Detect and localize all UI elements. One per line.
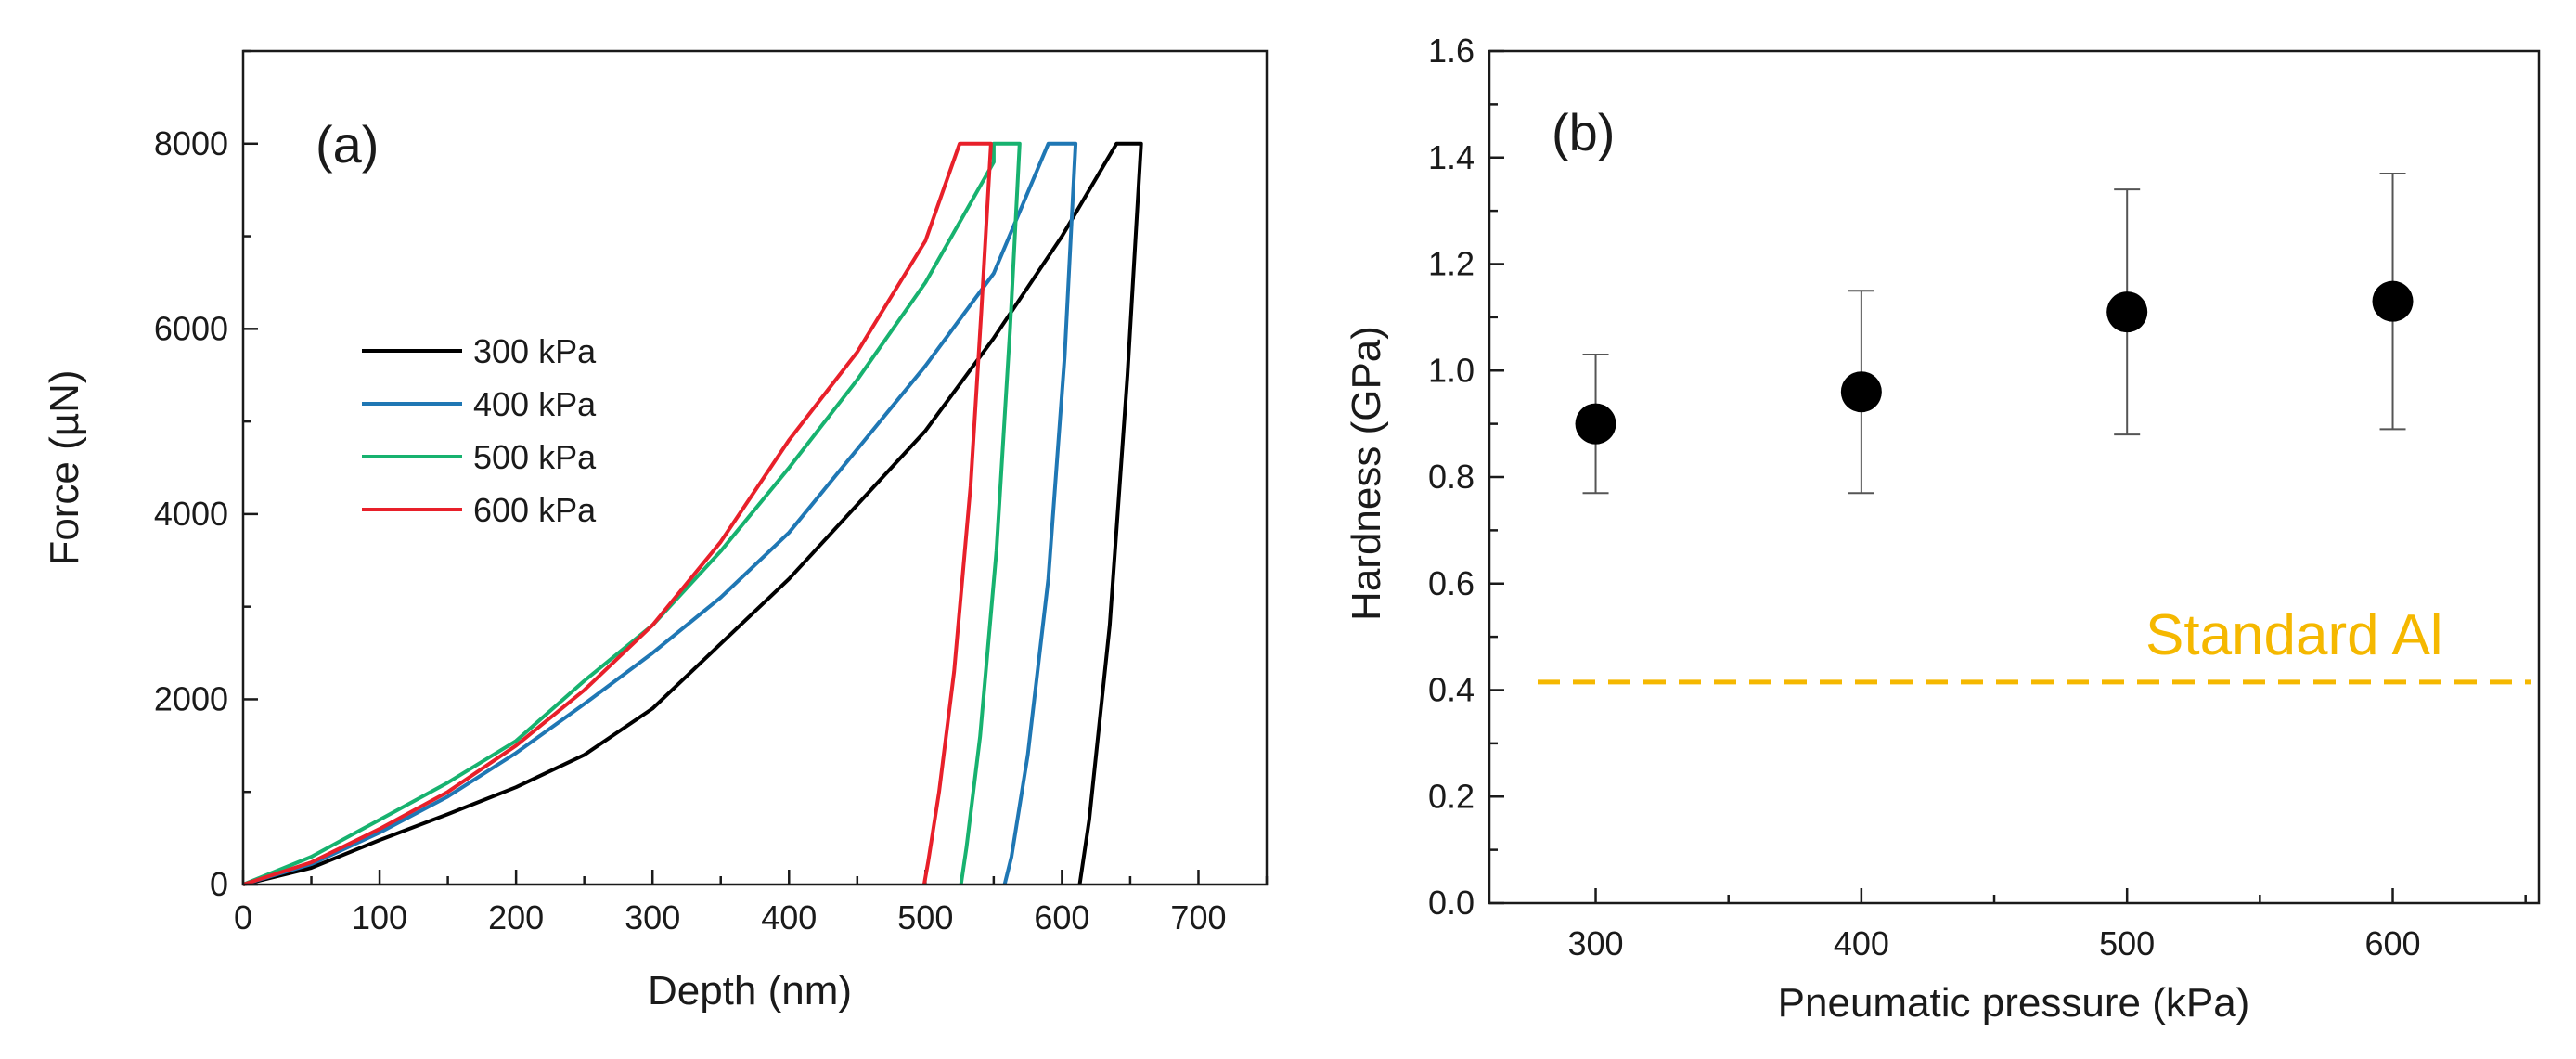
- x-tick-label: 300: [1567, 924, 1623, 962]
- legend-item-300: 300 kPa: [362, 332, 597, 370]
- y-tick-label: 0.4: [1428, 671, 1475, 709]
- panel-b-y-tick-labels: 0.0 0.2 0.4 0.6 0.8 1.0 1.2 1.4 1.6: [1428, 32, 1475, 922]
- y-tick-label: 0: [210, 865, 228, 903]
- x-tick-label: 300: [625, 898, 680, 936]
- x-tick-label: 600: [2364, 924, 2420, 962]
- y-tick-label: 2000: [154, 679, 228, 717]
- panel-b-x-axis-title: Pneumatic pressure (kPa): [1778, 980, 2250, 1026]
- y-tick-label: 4000: [154, 495, 228, 533]
- y-tick-label: 1.4: [1428, 138, 1475, 176]
- legend-item-500: 500 kPa: [362, 438, 597, 476]
- panel-a-ticks: [241, 49, 1269, 886]
- data-point-group: [2106, 188, 2148, 436]
- y-tick-label: 0.6: [1428, 564, 1475, 602]
- panel-a: (a) 0 100 200 300 400 500 600 700 0 2000 4000 6000…: [42, 49, 1269, 1014]
- y-tick-label: 0.8: [1428, 458, 1475, 496]
- x-tick-label: 0: [234, 898, 252, 936]
- series-line-400: [242, 141, 1078, 886]
- legend-label-300: 300 kPa: [473, 332, 597, 370]
- x-tick-label: 600: [1034, 898, 1089, 936]
- panel-a-y-axis-title: Force (µN): [42, 369, 87, 565]
- data-point-group: [2372, 172, 2414, 431]
- legend-item-600: 600 kPa: [362, 491, 597, 529]
- data-point: [1575, 403, 1616, 445]
- x-tick-label: 500: [2099, 924, 2155, 962]
- x-tick-label: 100: [352, 898, 407, 936]
- panel-a-series: [242, 141, 1143, 886]
- series-line-500: [242, 141, 1022, 886]
- panel-a-y-tick-labels: 0 2000 4000 6000 8000: [154, 124, 228, 903]
- panel-b-ticks: [1489, 49, 2527, 905]
- y-tick-label: 6000: [154, 309, 228, 347]
- legend-label-600: 600 kPa: [473, 491, 597, 529]
- x-tick-label: 700: [1170, 898, 1226, 936]
- data-point-group: [1840, 290, 1882, 495]
- y-tick-label: 0.0: [1428, 884, 1475, 922]
- x-tick-label: 400: [761, 898, 817, 936]
- y-tick-label: 0.2: [1428, 777, 1475, 815]
- x-tick-label: 500: [897, 898, 953, 936]
- y-tick-label: 8000: [154, 124, 228, 162]
- legend-label-400: 400 kPa: [473, 385, 597, 423]
- data-point: [2372, 280, 2414, 322]
- y-tick-label: 1.6: [1428, 32, 1475, 70]
- data-point: [1840, 371, 1882, 413]
- panel-b-label: (b): [1552, 103, 1615, 161]
- legend-item-400: 400 kPa: [362, 385, 597, 423]
- panel-a-plot-frame: [241, 49, 1269, 886]
- x-tick-label: 200: [488, 898, 544, 936]
- panel-b-y-axis-title: Hardness (GPa): [1344, 326, 1389, 621]
- panel-a-x-axis-title: Depth (nm): [648, 968, 852, 1014]
- panel-b-points: [1575, 172, 2414, 495]
- data-point-group: [1575, 354, 1616, 495]
- series-line-300: [242, 141, 1143, 886]
- panel-b-plot-frame: [1488, 49, 2541, 905]
- reference-line-label: Standard Al: [2145, 603, 2443, 667]
- panel-a-label: (a): [316, 115, 379, 174]
- x-tick-label: 400: [1834, 924, 1889, 962]
- y-tick-label: 1.0: [1428, 351, 1475, 389]
- panel-a-x-tick-labels: 0 100 200 300 400 500 600 700: [234, 898, 1227, 936]
- panel-b-x-tick-labels: 300 400 500 600: [1567, 924, 2420, 962]
- legend-label-500: 500 kPa: [473, 438, 597, 476]
- panel-b: (b) Standard Al 300 400 500 600 0.00.20.40.…: [1344, 32, 2541, 1026]
- panel-a-legend: 300 kPa 400 kPa 500 kPa 600 kPa: [362, 332, 597, 529]
- series-line-600: [242, 141, 993, 886]
- data-point: [2106, 291, 2148, 333]
- y-tick-label: 1.2: [1428, 245, 1475, 283]
